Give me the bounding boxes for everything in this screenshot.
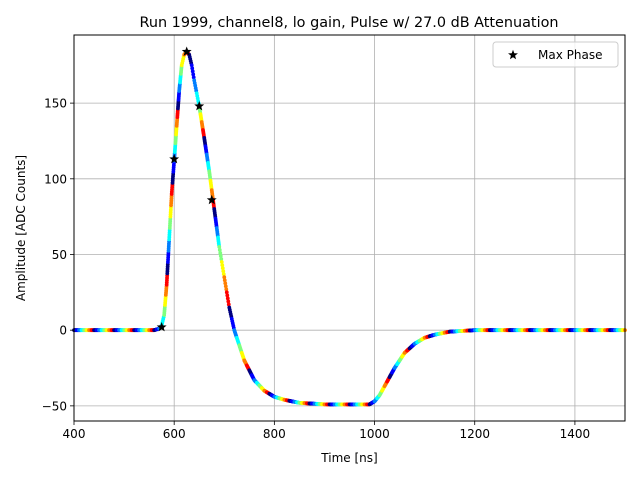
x-tick-label: 1000 (359, 427, 390, 441)
pulse-point (224, 290, 229, 295)
legend-box (492, 41, 619, 68)
x-tick-label: 400 (63, 427, 86, 441)
max-phase-marker (181, 46, 192, 56)
x-axis: 400 600 800 1000 1200 1400 (63, 421, 591, 441)
pulse-point (222, 278, 227, 283)
y-tick-label: 150 (44, 97, 67, 111)
pulse-point (226, 302, 231, 307)
y-tick-label: 100 (44, 172, 67, 186)
pulse-point (221, 269, 226, 274)
max-phase-marker (156, 321, 167, 332)
max-phase-markers (156, 46, 217, 332)
pulse-point (225, 296, 230, 301)
x-tick-label: 600 (163, 427, 186, 441)
pulse-point (190, 66, 195, 71)
pulse-point (224, 287, 229, 292)
legend: Max Phase (492, 41, 619, 68)
pulse-point (220, 266, 225, 271)
pulse-point (221, 272, 226, 277)
pulse-point (226, 299, 231, 304)
pulse-point (217, 245, 222, 249)
y-tick-label: −50 (42, 399, 67, 413)
y-tick-label: 0 (59, 324, 67, 338)
pulse-point (225, 293, 230, 298)
pulse-point (191, 72, 196, 77)
pulse-point (222, 275, 227, 280)
pulse-point (190, 69, 195, 74)
x-axis-label: Time [ns] (320, 451, 377, 465)
x-tick-label: 1400 (560, 427, 591, 441)
y-tick-label: 50 (52, 248, 67, 262)
pulse-point (220, 263, 225, 267)
pulse-point (218, 251, 223, 255)
chart-title: Run 1999, channel8, lo gain, Pulse w/ 27… (140, 15, 559, 31)
plot-frame (73, 34, 626, 422)
pulse-points (72, 49, 627, 407)
pulse-point (223, 284, 228, 289)
y-axis: −50 0 50 100 150 (42, 97, 74, 413)
max-phase-marker (206, 194, 217, 205)
pulse-point (218, 254, 223, 258)
pulse-point (219, 257, 224, 261)
legend-star-icon (508, 49, 518, 60)
pulse-point (223, 281, 228, 286)
y-axis-label: Amplitude [ADC Counts] (14, 155, 28, 301)
x-tick-label: 800 (263, 427, 286, 441)
grid (73, 35, 625, 421)
pulse-point (217, 248, 222, 252)
pulse-point (189, 63, 194, 68)
max-phase-marker (169, 153, 180, 164)
pulse-point (191, 75, 196, 80)
pulse-point (219, 260, 224, 264)
x-tick-label: 1200 (459, 427, 490, 441)
max-phase-marker (194, 100, 205, 111)
legend-entry-max-phase: Max Phase (538, 48, 602, 62)
